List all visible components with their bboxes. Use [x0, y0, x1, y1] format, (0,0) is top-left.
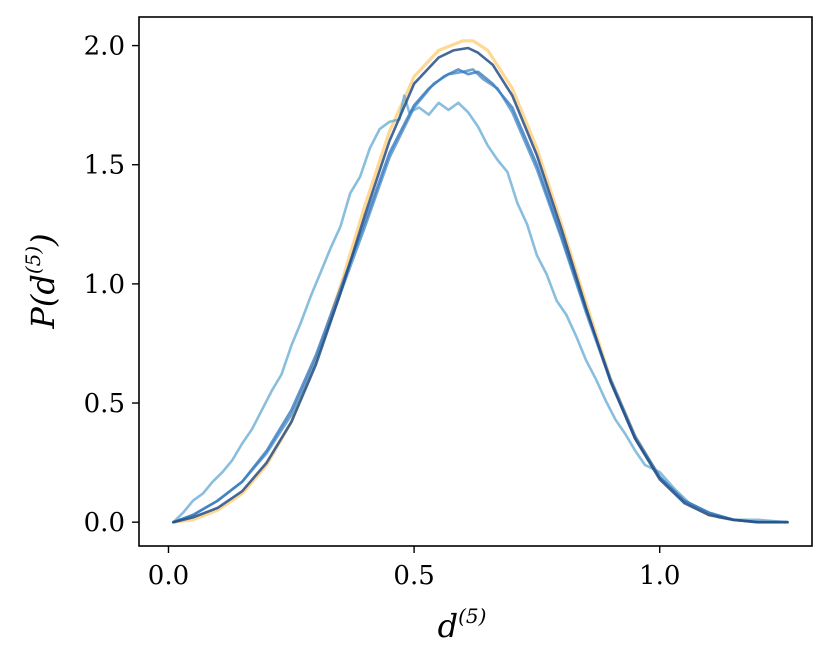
series-line-series-light: [172, 94, 789, 524]
y-axis-label-suffix: ): [24, 233, 62, 246]
series-line-series-mid-2: [172, 68, 789, 524]
ticks-layer: 0.0 0.5 1.0 0.0 0.5 1.0 1.5 2.0: [84, 32, 681, 591]
x-axis-label-base: d: [438, 607, 458, 645]
y-axis-label: P(d(5)): [21, 233, 62, 329]
y-tick-label: 1.0: [84, 270, 125, 300]
y-axis-label-sup: (5): [21, 246, 45, 274]
series-line-reference: [171, 39, 789, 524]
series-line-series-dark: [172, 46, 789, 524]
x-tick-label: 1.0: [639, 561, 680, 591]
x-axis-label: d(5): [438, 604, 487, 645]
y-axis-label-base: d: [24, 274, 62, 294]
x-tick-label: 0.0: [148, 561, 189, 591]
y-axis-label-prefix: P(: [24, 293, 62, 330]
y-tick-label: 0.0: [84, 508, 125, 538]
y-tick-label: 2.0: [84, 32, 125, 62]
x-axis-label-sup: (5): [458, 604, 486, 628]
y-tick-label: 1.5: [84, 151, 125, 181]
plot-frame: [138, 16, 813, 547]
x-tick-label: 0.5: [393, 561, 434, 591]
series-layer: [171, 39, 789, 524]
y-tick-label: 0.5: [84, 389, 125, 419]
